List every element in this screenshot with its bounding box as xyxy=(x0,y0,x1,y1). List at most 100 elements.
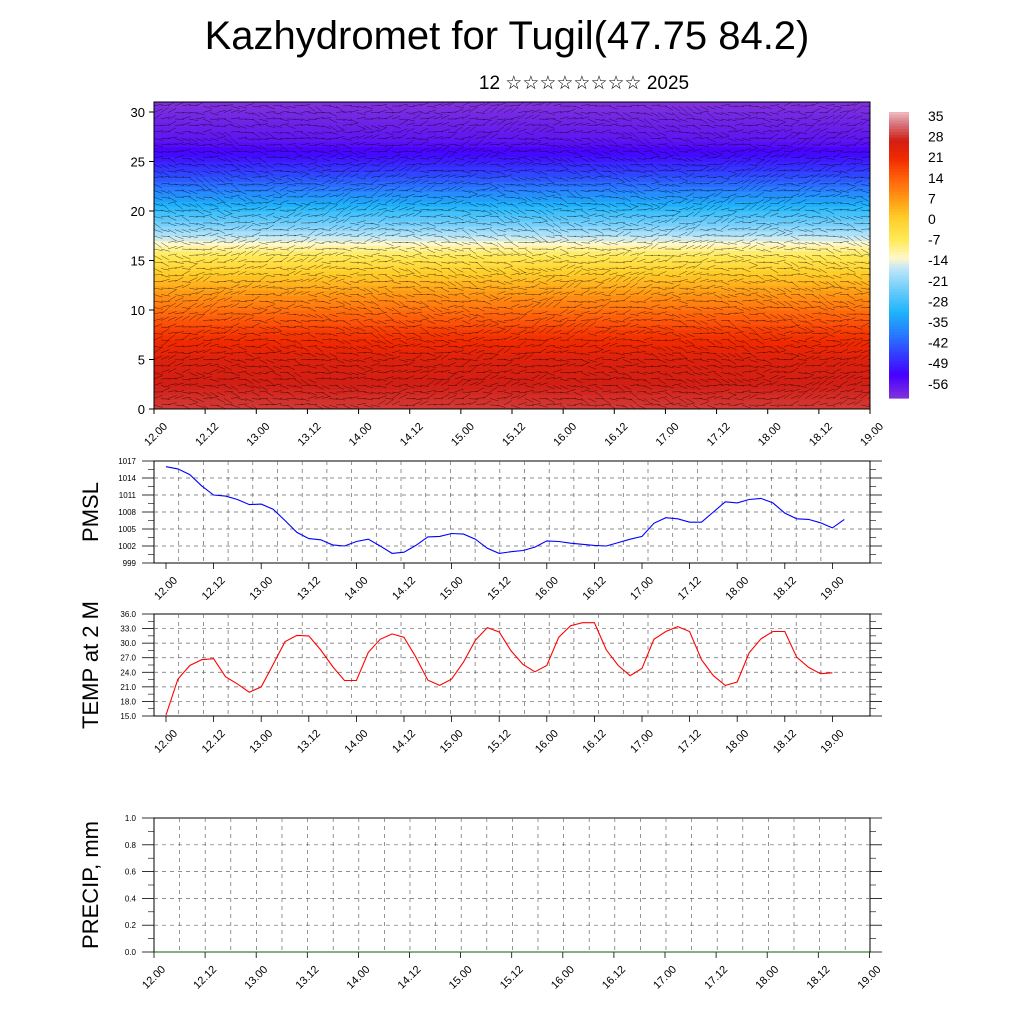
section-xtick-label: 16.12 xyxy=(602,421,630,449)
wind-line-row xyxy=(154,145,870,157)
ytick-label: 1008 xyxy=(118,508,136,517)
xtick-label: 13.12 xyxy=(295,575,323,603)
colorbar-segment xyxy=(889,352,909,356)
colorbar-label: 14 xyxy=(928,170,944,186)
colorbar-segment xyxy=(889,212,909,216)
xtick-label: 16.12 xyxy=(581,728,609,756)
wind-line-row xyxy=(154,360,870,372)
colorbar-label: -42 xyxy=(928,335,948,351)
xtick-label: 12.00 xyxy=(152,575,180,603)
colorbar-segment xyxy=(889,300,909,305)
colorbar-segment xyxy=(889,372,909,376)
colorbar-label: 0 xyxy=(928,211,936,227)
wind-line-row xyxy=(154,340,870,353)
xtick-label: 14.00 xyxy=(343,575,371,603)
wind-line-row xyxy=(154,230,870,242)
colorbar-segment xyxy=(889,189,909,193)
wind-line-row xyxy=(154,373,870,385)
temperature-band xyxy=(154,206,870,212)
colorbar-label: -14 xyxy=(928,252,948,268)
wind-line-row xyxy=(154,178,870,190)
wind-line-row xyxy=(154,249,870,261)
temperature-band xyxy=(154,394,870,400)
ytick-label: 999 xyxy=(123,559,137,568)
colorbar-label: -35 xyxy=(928,314,948,330)
ylabel: TEMP at 2 M xyxy=(78,601,103,729)
colorbar-segment xyxy=(889,123,909,127)
colorbar-segment xyxy=(889,266,909,270)
wind-line-row xyxy=(154,256,870,268)
xtick-label: 13.00 xyxy=(247,728,275,756)
colorbar-segment xyxy=(889,286,909,290)
colorbar-segment xyxy=(889,383,909,388)
colorbar-segment xyxy=(889,312,909,316)
ytick-label: 0.2 xyxy=(125,921,137,930)
temperature-band xyxy=(154,126,870,133)
colorbar-label: -56 xyxy=(928,376,948,392)
temperature-band xyxy=(154,102,870,108)
temperature-band xyxy=(154,265,870,271)
colorbar-segment xyxy=(889,269,909,273)
ytick-label: 0.6 xyxy=(125,868,137,877)
temperature-band xyxy=(154,171,870,177)
colorbar-segment xyxy=(889,346,909,350)
section-xtick-label: 15.00 xyxy=(449,421,477,449)
colorbar-label: 35 xyxy=(928,108,944,124)
colorbar-segment xyxy=(889,343,909,348)
colorbar-segment xyxy=(889,272,909,276)
colorbar-segment xyxy=(889,375,909,379)
wind-line-row xyxy=(154,152,870,164)
temperature-band xyxy=(154,240,870,247)
colorbar-segment xyxy=(889,357,909,362)
xtick-label: 12.12 xyxy=(200,728,228,756)
temperature-band xyxy=(154,136,870,143)
temperature-band xyxy=(154,319,870,326)
section-xtick-label: 17.00 xyxy=(654,421,682,449)
xtick-label: 15.00 xyxy=(447,964,475,992)
wind-line-row xyxy=(154,366,870,378)
colorbar-segment xyxy=(889,169,909,173)
xtick-label: 17.00 xyxy=(628,728,656,756)
colorbar-segment xyxy=(889,112,909,116)
temperature-band xyxy=(154,211,870,217)
xtick-label: 16.12 xyxy=(581,575,609,603)
section-xtick-label: 13.00 xyxy=(244,421,272,449)
xtick-label: 18.12 xyxy=(771,728,799,756)
temperature-band xyxy=(154,112,870,118)
temperature-band xyxy=(154,295,870,301)
wind-line-row xyxy=(154,126,870,138)
wind-line-row xyxy=(154,204,870,215)
temperature-band xyxy=(154,146,870,153)
colorbar-segment xyxy=(889,332,909,336)
temperature-band xyxy=(154,186,870,192)
wind-line-row xyxy=(154,314,870,327)
temperature-band xyxy=(154,280,870,286)
wind-line-row xyxy=(154,158,870,171)
pmsl-chart: 999 1002 1005 1008 1011 1014 1017 12.00 12.12 13.… xyxy=(78,457,882,603)
colorbar-segment xyxy=(889,146,909,150)
temperature-band xyxy=(154,196,870,202)
colorbar-segment xyxy=(889,306,909,310)
colorbar-segment xyxy=(889,186,909,190)
colorbar-segment xyxy=(889,315,909,319)
wind-line-row xyxy=(154,132,870,145)
wind-line-row xyxy=(154,301,870,314)
xtick-label: 18.00 xyxy=(753,964,781,992)
colorbar-segment xyxy=(889,263,909,268)
xtick-label: 15.12 xyxy=(498,964,526,992)
temperature-band xyxy=(154,324,870,331)
wind-line-row xyxy=(154,295,870,307)
ytick-label: 1014 xyxy=(118,474,136,483)
colorbar-segment xyxy=(889,126,909,130)
ytick-label: 1017 xyxy=(118,457,136,466)
colorbar-segment xyxy=(889,240,909,245)
colorbar-segment xyxy=(889,180,909,185)
xtick-label: 14.12 xyxy=(390,728,418,756)
temperature-band xyxy=(154,349,870,356)
colorbar-segment xyxy=(889,134,909,139)
wind-line-row xyxy=(154,282,870,294)
temperature-band xyxy=(154,151,870,158)
colorbar-segment xyxy=(889,214,909,219)
wind-line-row xyxy=(154,191,870,203)
